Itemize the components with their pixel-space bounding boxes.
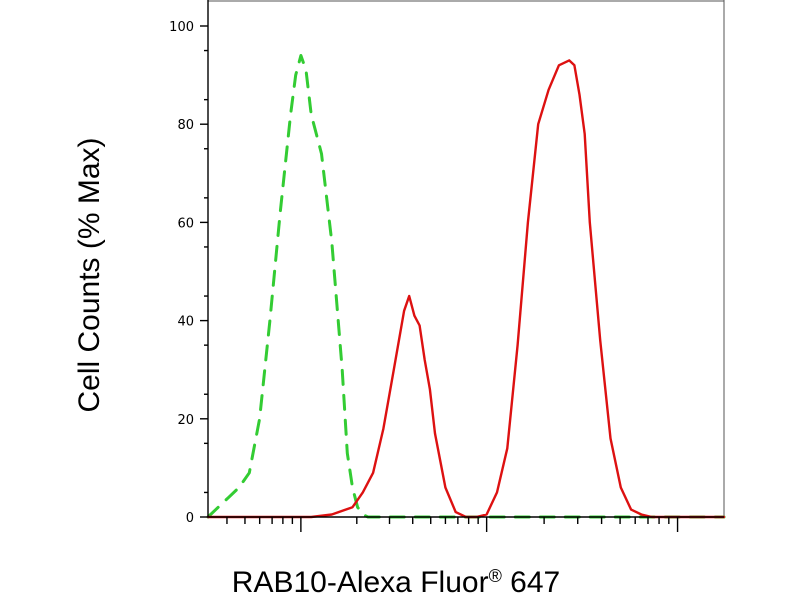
y-tick-label: 60 [177,216,194,231]
x-axis-title-main: RAB10-Alexa Fluor [232,566,489,599]
y-tick-label: 40 [177,315,194,330]
y-tick-label: 0 [186,511,194,526]
y-tick-label: 100 [169,20,194,35]
y-axis: 0 20 40 60 80 100 [169,0,209,526]
x-axis-title-registered-mark: ® [489,566,502,586]
dashed-series-line [206,54,726,519]
y-tick-label: 20 [177,413,194,428]
plot-frame [208,0,725,517]
x-axis-title: RAB10-Alexa Fluor® 647 [232,566,560,599]
x-axis [208,516,724,532]
x-axis-title-suffix: 647 [502,566,560,599]
y-tick-label: 80 [177,118,194,133]
series-layer [206,54,726,519]
solid-series-line [206,59,726,519]
y-axis-title: Cell Counts (% Max) [73,137,106,412]
